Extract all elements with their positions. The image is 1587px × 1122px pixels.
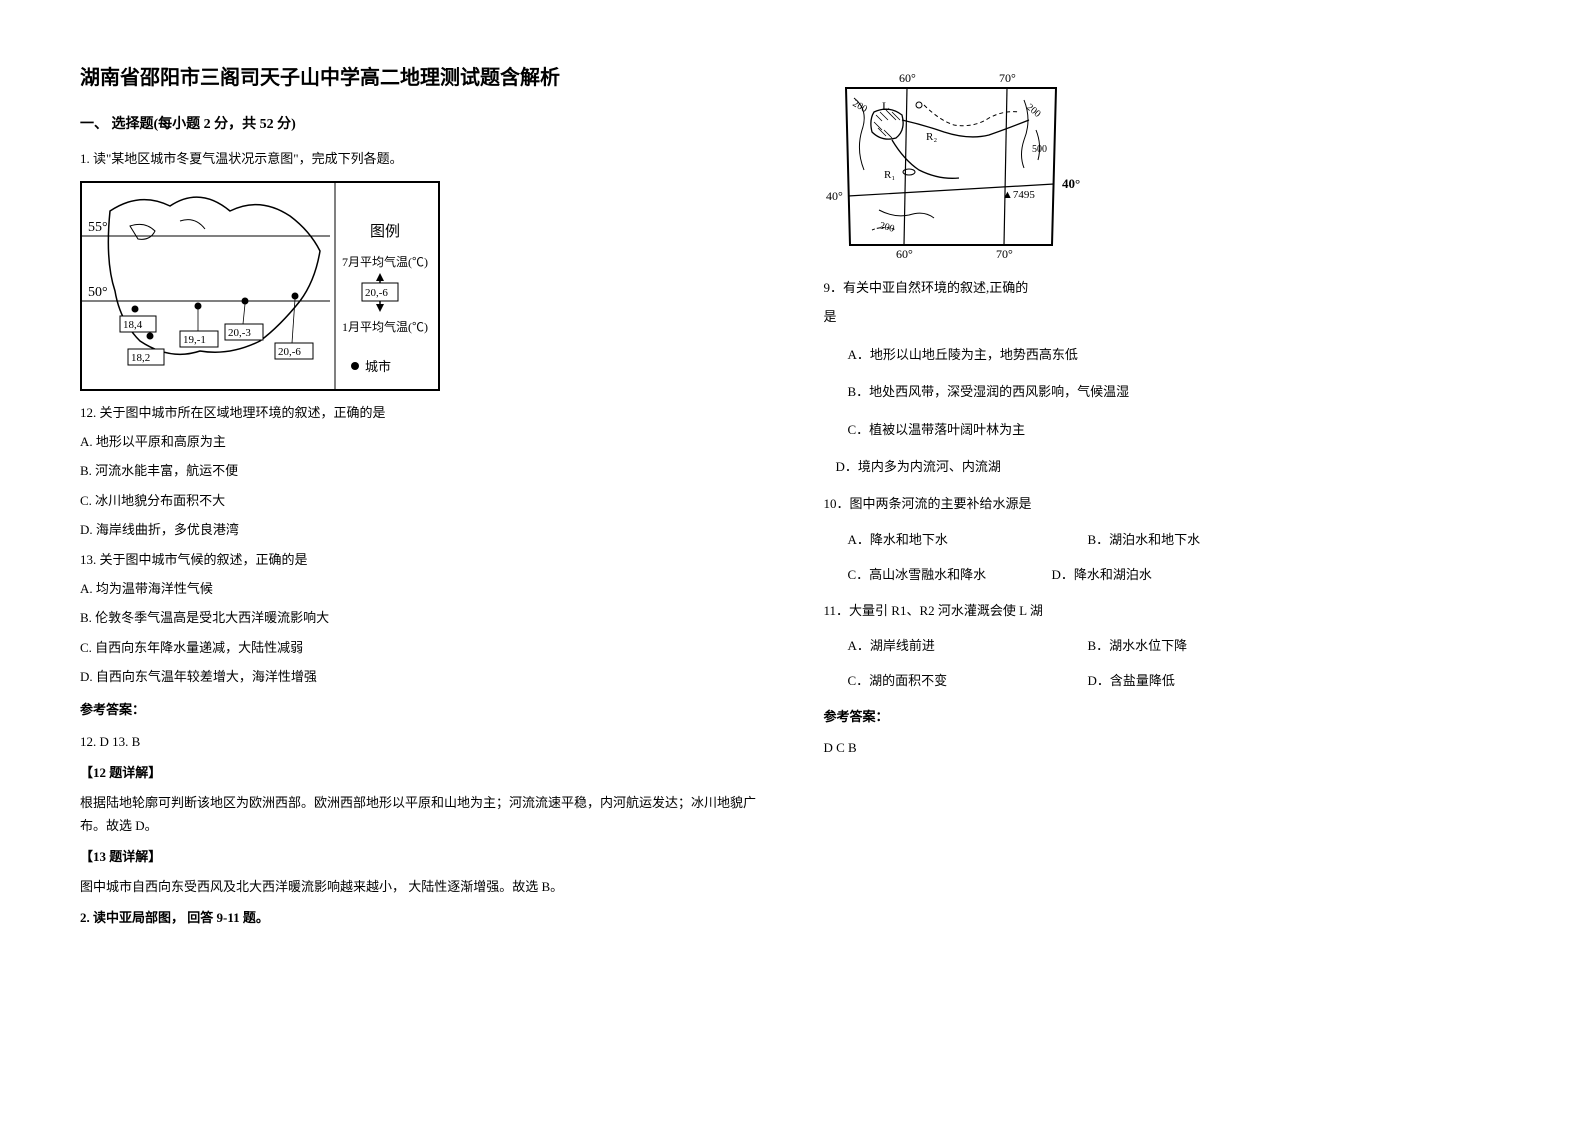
q10-option-d: D．降水和湖泊水 [1028,563,1228,586]
q10-stem: 10．图中两条河流的主要补给水源是 [824,492,1508,515]
q13-option-c: C. 自西向东年降水量递减，大陆性减弱 [80,636,764,659]
q1-answers: 12. D 13. B [80,730,764,753]
q1-answer-label: 参考答案： [80,698,764,721]
q11-option-b: B．湖水水位下降 [1064,634,1264,657]
q13-option-b: B. 伦敦冬季气温高是受北大西洋暖流影响大 [80,606,764,629]
q12-stem: 12. 关于图中城市所在区域地理环境的叙述，正确的是 [80,401,764,424]
lat40l-label: 40° [826,189,843,203]
q10-option-c: C．高山冰雪融水和降水 [824,563,1024,586]
q9-option-c: C．植被以温带落叶阔叶林为主 [824,418,1508,441]
right-column: 60° 70° 40° 40° 60° 70° 200 [824,60,1508,940]
q10-option-a: A．降水和地下水 [824,528,1024,551]
lat55-label: 55° [88,220,108,235]
iso500-label: 500 [1032,144,1047,155]
q11-option-d: D．含盐量降低 [1064,669,1264,692]
q2-figure: 60° 70° 40° 40° 60° 70° 200 [824,70,1508,260]
exp13-label: 【13 题详解】 [80,845,764,868]
exp13-text: 图中城市自西向东受西风及北大西洋暖流影响越来越小， 大陆性逐渐增强。故选 B。 [80,875,764,898]
q13-option-a: A. 均为温带海洋性气候 [80,577,764,600]
q9-stem1: 9．有关中亚自然环境的叙述,正确的 [824,276,1508,299]
q12-option-d: D. 海岸线曲折，多优良港湾 [80,518,764,541]
box1-label: 18,4 [123,319,143,331]
legend-title: 图例 [370,223,400,240]
july-label: 7月平均气温(℃) [342,254,428,269]
r2-label: R₂ [926,131,937,143]
lat40r-label: 40° [1062,176,1080,191]
q2-intro: 2. 读中亚局部图， 回答 9-11 题。 [80,906,764,929]
q11-option-a: A．湖岸线前进 [824,634,1024,657]
q12-option-a: A. 地形以平原和高原为主 [80,430,764,453]
lon70t-label: 70° [999,71,1016,85]
q9-stem2: 是 [824,305,1508,328]
r1-label: R₁ [884,169,895,181]
lat50-label: 50° [88,285,108,300]
q9-option-b: B．地处西风带，深受湿润的西风影响，气候温湿 [824,380,1508,403]
q11-stem: 11．大量引 R1、R2 河水灌溉会使 L 湖 [824,599,1508,622]
q13-stem: 13. 关于图中城市气候的叙述，正确的是 [80,548,764,571]
lake-l-label: L [882,99,889,113]
q10-option-b: B．湖泊水和地下水 [1064,528,1264,551]
q12-option-b: B. 河流水能丰富，航运不便 [80,459,764,482]
box3-label: 19,-1 [183,334,206,346]
q9-option-d: D．境内多为内流河、内流湖 [824,455,1508,478]
box4-label: 20,-3 [228,327,251,339]
q11-option-c: C．湖的面积不变 [824,669,1024,692]
box6-label: 20,-6 [278,346,301,358]
q1-figure: 55° 50° 图例 7月平均气温(℃) 20,-6 1月平均气温(℃) 城市 [80,181,764,391]
q2-answers: D C B [824,736,1508,759]
q9-option-a: A．地形以山地丘陵为主，地势西高东低 [824,343,1508,366]
left-column: 湖南省邵阳市三阁司天子山中学高二地理测试题含解析 一、 选择题(每小题 2 分，… [80,60,764,940]
jan-label: 1月平均气温(℃) [342,319,428,334]
q13-option-d: D. 自西向东气温年较差增大，海洋性增强 [80,665,764,688]
box2-label: 18,2 [131,352,150,364]
peak-label: ▲7495 [1002,189,1035,201]
exp12-label: 【12 题详解】 [80,761,764,784]
lon60b-label: 60° [896,247,913,260]
exp12-text: 根据陆地轮廓可判断该地区为欧洲西部。欧洲西部地形以平原和山地为主；河流流速平稳，… [80,791,764,838]
lon60t-label: 60° [899,71,916,85]
box5-label: 20,-6 [365,287,388,299]
q1-intro: 1. 读"某地区城市冬夏气温状况示意图"，完成下列各题。 [80,147,764,170]
city-label: 城市 [365,359,391,374]
section-heading: 一、 选择题(每小题 2 分，共 52 分) [80,112,764,137]
q2-answer-label: 参考答案： [824,705,1508,728]
lon70b-label: 70° [996,247,1013,260]
page-title: 湖南省邵阳市三阁司天子山中学高二地理测试题含解析 [80,60,764,96]
q12-option-c: C. 冰川地貌分布面积不大 [80,489,764,512]
